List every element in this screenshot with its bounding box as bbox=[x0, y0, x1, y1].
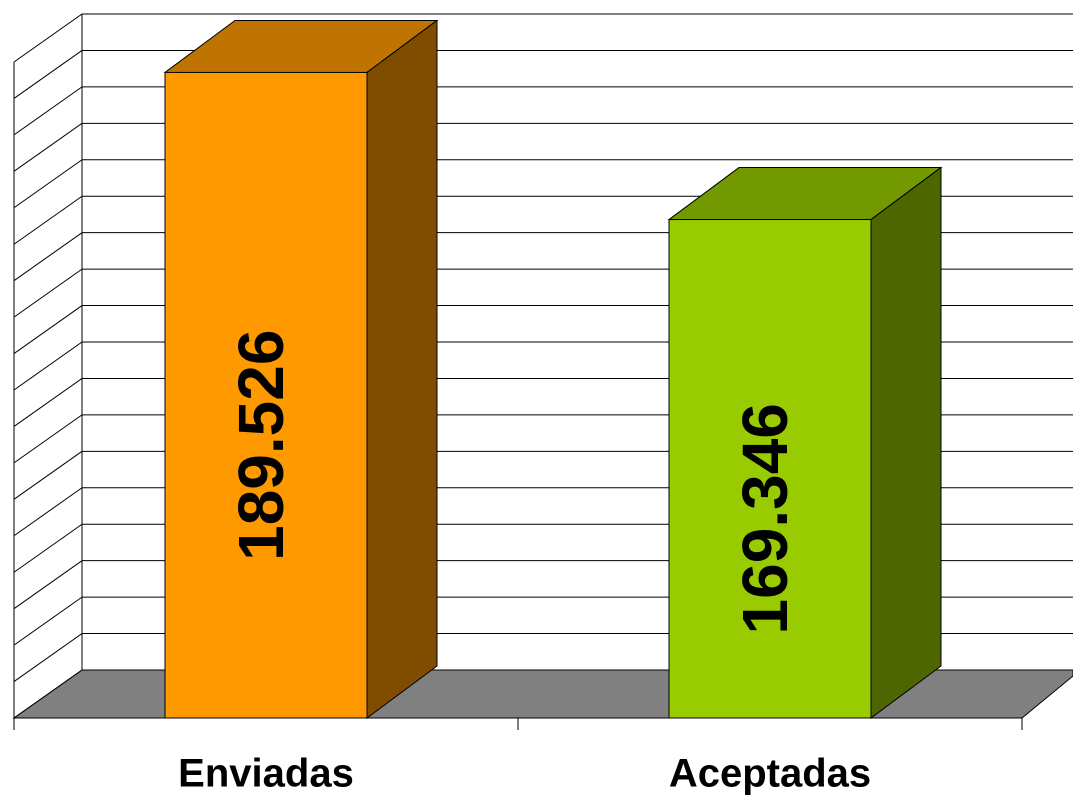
x-tick-label: Enviadas bbox=[178, 752, 354, 796]
side-grid-line bbox=[13, 560, 83, 610]
side-grid-line bbox=[13, 86, 83, 136]
bar-front bbox=[668, 219, 872, 719]
side-grid-line bbox=[13, 50, 83, 99]
side-grid-line bbox=[13, 195, 83, 245]
side-grid-line bbox=[13, 305, 83, 354]
side-grid-line bbox=[13, 378, 83, 427]
bar bbox=[667, 166, 943, 719]
bar bbox=[163, 19, 439, 719]
side-grid-line bbox=[13, 268, 83, 318]
side-grid-line bbox=[13, 633, 83, 682]
side-grid-line bbox=[13, 596, 83, 646]
side-grid-line bbox=[13, 523, 83, 573]
value-label: 189.526 bbox=[225, 330, 297, 561]
side-grid-line bbox=[13, 450, 83, 500]
side-grid-line bbox=[13, 487, 83, 537]
side-grid-line bbox=[13, 232, 83, 282]
bar-side bbox=[366, 19, 438, 719]
bar-front bbox=[164, 71, 368, 719]
side-grid-line bbox=[13, 414, 83, 464]
side-grid-line bbox=[13, 669, 83, 719]
side-grid-line bbox=[13, 159, 83, 209]
bar-side bbox=[870, 166, 942, 719]
side-grid-line bbox=[13, 13, 83, 63]
value-label: 169.346 bbox=[729, 403, 801, 634]
x-tick-label: Aceptadas bbox=[669, 752, 871, 796]
side-grid-line bbox=[13, 122, 83, 172]
side-grid-line bbox=[13, 341, 83, 391]
